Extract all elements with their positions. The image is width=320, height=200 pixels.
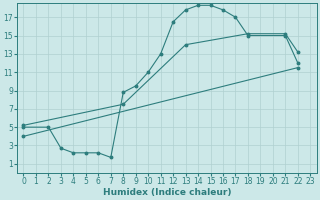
X-axis label: Humidex (Indice chaleur): Humidex (Indice chaleur): [103, 188, 231, 197]
